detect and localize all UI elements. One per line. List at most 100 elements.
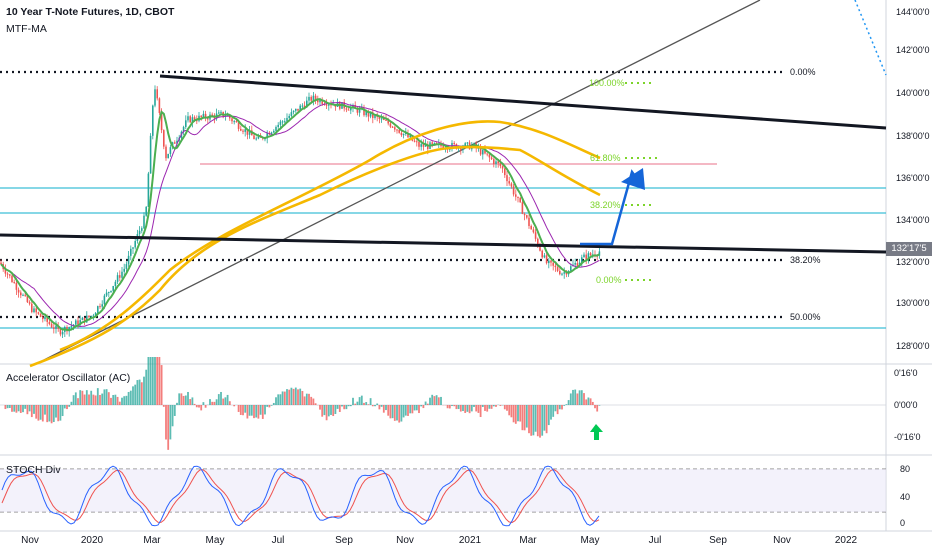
candle-body [482, 149, 484, 155]
ac-bar [583, 393, 585, 405]
ac-bar [451, 405, 453, 406]
ac-bar [101, 393, 104, 405]
ac-bar [402, 405, 405, 418]
ma-orange-lower [29, 145, 601, 368]
candle-body [6, 273, 9, 275]
candle-body [543, 255, 546, 258]
ac-bar [28, 405, 31, 412]
ac-pane-title[interactable]: Accelerator Oscillator (AC) [6, 372, 131, 384]
candle-body [488, 154, 491, 158]
candle-body [127, 255, 130, 265]
candle-body [75, 320, 77, 325]
candle-body [504, 168, 506, 176]
ac-bar [213, 401, 216, 405]
candle-body [187, 116, 189, 121]
ac-bar [426, 403, 429, 405]
ac-bar [367, 404, 370, 405]
time-tick-label: Mar [519, 535, 537, 546]
ac-bar [167, 405, 170, 450]
ac-bar [580, 390, 583, 405]
candle-body [394, 127, 396, 130]
candle-body [286, 117, 288, 122]
candle-body [121, 271, 123, 278]
ac-bar [123, 396, 126, 405]
ac-bar [528, 405, 530, 434]
ac-bar [224, 397, 227, 405]
ac-bar [330, 405, 332, 415]
ac-bar [114, 394, 117, 405]
candle-body [345, 108, 348, 110]
stoch-band [0, 469, 886, 512]
candle-body [433, 142, 436, 144]
ac-bar [70, 401, 73, 405]
ac-bar [22, 405, 24, 413]
signal-arrow-up [590, 424, 603, 440]
candle-body [240, 128, 242, 131]
candle-body [39, 313, 42, 317]
candle-body [548, 260, 550, 264]
ac-bar [46, 405, 49, 423]
ac-bar [310, 396, 313, 405]
ac-bar [598, 405, 601, 406]
ac-bar [376, 403, 379, 405]
ac-bar [323, 405, 326, 416]
ac-bar [369, 398, 372, 405]
ac-bar [587, 397, 590, 405]
candle-body [587, 253, 590, 260]
current-price-tag: 132'17'5 [886, 242, 932, 256]
candle-body [88, 315, 90, 318]
ac-bar [517, 405, 519, 422]
candle-body [138, 230, 141, 235]
candle-body [145, 206, 147, 216]
stoch-pane-title[interactable]: STOCH Div [6, 464, 61, 476]
ac-bar [77, 398, 79, 405]
ac-bar [475, 405, 478, 412]
ac-bar [259, 405, 262, 415]
green-fib-label-100: 100.00% [589, 78, 625, 88]
candle-body [200, 115, 202, 117]
ac-bar [525, 405, 528, 428]
ac-bar [220, 391, 222, 405]
candle-body [123, 268, 125, 272]
ac-bar [297, 389, 299, 405]
time-tick-label: 2020 [81, 535, 104, 546]
ac-bar [182, 395, 185, 405]
ac-bar [413, 405, 416, 411]
candle-body [556, 267, 559, 271]
candle-body [22, 294, 24, 296]
ac-bar [411, 405, 414, 414]
time-tick-label: Sep [709, 535, 727, 546]
candle-body [589, 253, 592, 256]
ac-bar [250, 405, 253, 416]
candle-body [176, 140, 178, 144]
indicator-label[interactable]: MTF-MA [6, 23, 47, 35]
ac-bar [484, 405, 486, 411]
ac-bar [490, 405, 493, 409]
candle-body [356, 107, 359, 113]
candle-body [97, 306, 99, 313]
ac-bar [191, 397, 194, 405]
candle-body [581, 257, 583, 263]
candle-body [372, 112, 374, 118]
ac-bar [151, 357, 154, 405]
green-fib-label-0: 0.00% [596, 275, 622, 285]
candle-body [42, 316, 44, 320]
candle-body [539, 246, 541, 251]
ac-bar [72, 395, 75, 405]
fib-label-top: 0.00% [790, 67, 816, 77]
candle-body [90, 316, 92, 318]
candle-body [86, 315, 88, 323]
ac-bar [530, 405, 533, 436]
ac-bar [107, 392, 110, 405]
time-tick-label: May [206, 535, 225, 546]
time-tick-label: Nov [396, 535, 414, 546]
ac-bar [136, 380, 139, 405]
candle-body [570, 266, 572, 271]
candle-body [493, 159, 495, 164]
candle-body [391, 126, 394, 128]
ac-bar [195, 405, 198, 408]
ac-bar [257, 405, 260, 419]
ac-bar [437, 397, 440, 405]
